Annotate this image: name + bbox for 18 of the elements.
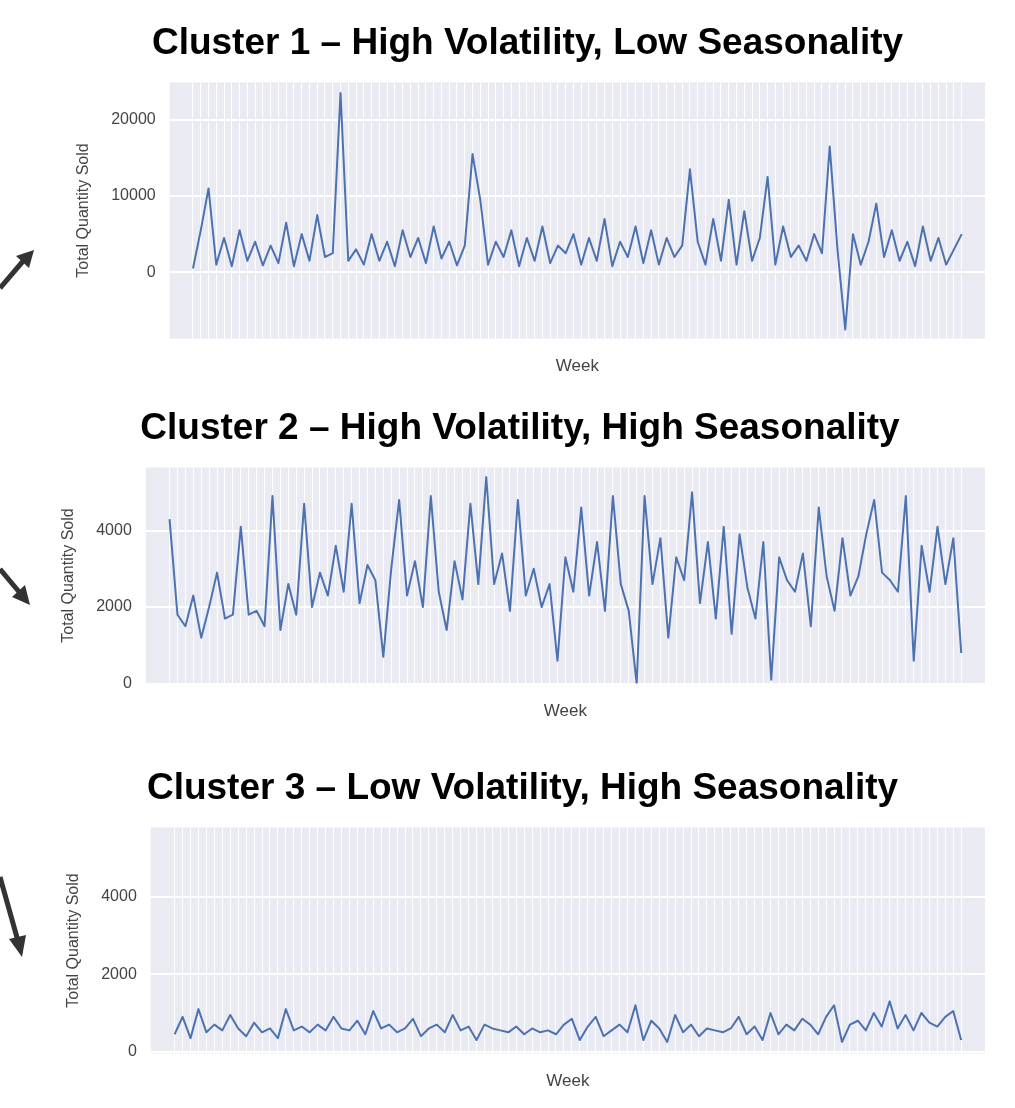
chart-title: Cluster 2 – High Volatility, High Seasonality	[140, 406, 901, 448]
y-axis-title: Total Quantity Sold	[64, 873, 82, 1008]
y-tick-label: 4000	[101, 887, 137, 905]
y-tick-label: 0	[146, 262, 156, 280]
y-tick-label: 0	[122, 674, 132, 692]
y-axis-title: Total Quantity Sold	[59, 508, 77, 643]
y-tick-label: 2000	[96, 597, 132, 615]
y-tick-label: 4000	[96, 520, 132, 538]
x-axis-title: Week	[555, 356, 600, 376]
chart-title: Cluster 3 – Low Volatility, High Seasonality	[146, 766, 899, 808]
y-axis-title: Total Quantity Sold	[74, 143, 92, 278]
chart-title: Cluster 1 – High Volatility, Low Seasonality	[151, 21, 904, 63]
x-axis-title: Week	[543, 701, 588, 721]
y-tick-label: 20000	[111, 110, 156, 128]
y-tick-label: 10000	[111, 186, 156, 204]
y-tick-label: 0	[127, 1042, 137, 1060]
y-tick-label: 2000	[101, 964, 137, 982]
x-axis-title: Week	[546, 1071, 590, 1091]
